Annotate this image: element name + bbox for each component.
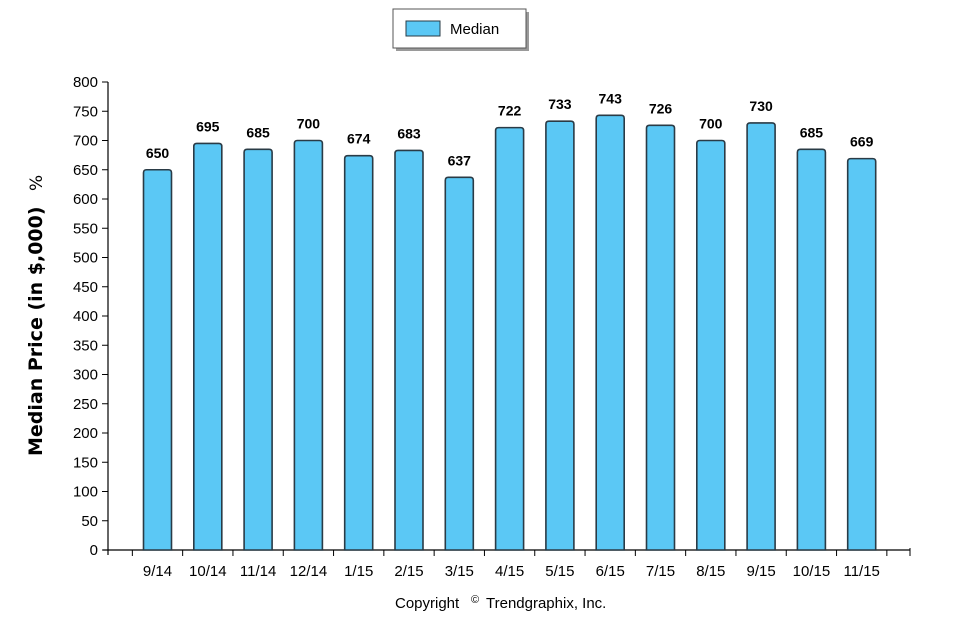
y-tick-label: 450 xyxy=(73,279,98,296)
bar xyxy=(494,126,525,551)
y-tick-label: 500 xyxy=(73,250,98,267)
bar-value-label: 700 xyxy=(297,116,321,132)
bar-value-label: 730 xyxy=(749,98,773,114)
copyright-symbol: © xyxy=(471,594,479,606)
bar xyxy=(293,139,324,551)
y-tick-label: 150 xyxy=(73,454,98,471)
x-tick-label: 12/14 xyxy=(290,563,328,580)
bar-value-label: 695 xyxy=(196,118,220,134)
y-axis-label: Median Price (in $,000) xyxy=(25,206,47,456)
bar xyxy=(645,124,676,551)
bars xyxy=(142,114,877,551)
bar-value-label: 733 xyxy=(548,96,572,112)
bar-value-label: 669 xyxy=(850,134,874,150)
bar xyxy=(545,120,575,551)
bar xyxy=(394,149,424,551)
x-tick-label: 10/15 xyxy=(793,563,831,580)
copyright-prefix: Copyright xyxy=(395,595,460,612)
legend-swatch-median xyxy=(405,20,441,37)
y-axis-title: Median Price (in $,000) % xyxy=(25,175,47,456)
legend-label-median: Median xyxy=(450,21,499,38)
y-tick-label: 250 xyxy=(73,396,98,413)
bar xyxy=(343,154,374,551)
y-tick-label: 100 xyxy=(73,484,98,501)
y-tick-label: 300 xyxy=(73,367,98,384)
data-labels: 650 695 685 700 674 683 637 722 733 743 726 700 730 6… xyxy=(146,90,874,168)
bar-value-label: 685 xyxy=(246,124,270,140)
bar xyxy=(444,176,475,551)
bar xyxy=(746,122,776,551)
x-tick-label: 4/15 xyxy=(495,563,524,580)
bar-value-label: 683 xyxy=(397,125,421,141)
x-tick-label: 1/15 xyxy=(344,563,373,580)
bar xyxy=(142,168,173,551)
bar-value-label: 650 xyxy=(146,145,170,161)
y-tick-label: 700 xyxy=(73,133,98,150)
bar-value-label: 674 xyxy=(347,131,371,147)
x-tick-label: 11/15 xyxy=(843,563,879,580)
legend: Median xyxy=(392,8,529,51)
y-tick-label: 0 xyxy=(90,542,98,559)
x-tick-label: 7/15 xyxy=(646,563,675,580)
bar-value-label: 700 xyxy=(699,116,723,132)
bar-value-label: 726 xyxy=(649,100,673,116)
x-tick-label: 5/15 xyxy=(545,563,574,580)
y-tick-label: 550 xyxy=(73,220,98,237)
x-tick-label: 9/14 xyxy=(143,563,172,580)
bar xyxy=(243,148,273,551)
x-tick-label: 3/15 xyxy=(445,563,474,580)
y-axis-unit: % xyxy=(27,175,47,191)
bar-value-label: 685 xyxy=(800,124,824,140)
x-tick-label: 9/15 xyxy=(746,563,775,580)
y-tick-label: 650 xyxy=(73,162,98,179)
axes: 0 50 100 150 200 250 300 350 400 450 500 550 600 650 7… xyxy=(73,74,911,580)
y-tick-label: 350 xyxy=(73,337,98,354)
y-tick-label: 50 xyxy=(81,513,98,530)
bar xyxy=(696,139,726,551)
bar xyxy=(796,148,827,551)
x-tick-label: 8/15 xyxy=(696,563,725,580)
bar-value-label: 637 xyxy=(448,152,472,168)
bar xyxy=(193,142,223,551)
x-tick-label: 11/14 xyxy=(240,563,276,580)
y-tick-label: 800 xyxy=(73,74,98,91)
y-tick-label: 750 xyxy=(73,103,98,120)
bar xyxy=(595,114,625,551)
copyright-text: Trendgraphix, Inc. xyxy=(486,595,606,612)
bar xyxy=(846,157,877,551)
copyright: Copyright © Trendgraphix, Inc. xyxy=(395,594,606,612)
x-tick-label: 10/14 xyxy=(189,563,227,580)
bar-value-label: 722 xyxy=(498,103,522,119)
y-tick-label: 400 xyxy=(73,308,98,325)
bar-value-label: 743 xyxy=(599,90,623,106)
y-tick-label: 200 xyxy=(73,425,98,442)
x-tick-label: 6/15 xyxy=(596,563,625,580)
x-tick-label: 2/15 xyxy=(394,563,423,580)
y-tick-label: 600 xyxy=(73,191,98,208)
